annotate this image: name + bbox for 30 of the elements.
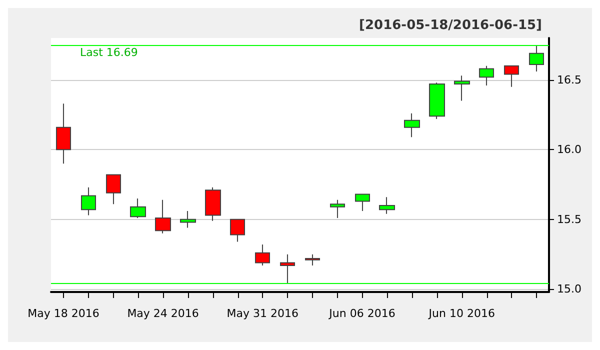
candlestick [180, 210, 196, 228]
candlestick [429, 82, 445, 120]
y-tick-label: 15.5 [557, 212, 582, 226]
candlestick [155, 199, 171, 234]
y-tick-label: 16.0 [557, 143, 582, 156]
x-tick-label: May 18 2016 [28, 307, 100, 320]
candlestick [56, 103, 71, 164]
candlestick [81, 186, 96, 216]
x-tick-label: May 31 2016 [226, 307, 299, 320]
x-tick-label: Jun 06 2016 [328, 307, 396, 320]
annotation: Last 16.69 [80, 46, 138, 59]
candlestick [205, 186, 221, 222]
candlestick [330, 199, 345, 219]
candlestick [454, 75, 470, 102]
candlestick [130, 198, 146, 219]
candlestick [255, 244, 270, 266]
x-tick-label: May 24 2016 [127, 307, 199, 320]
y-tick-label: 15.0 [557, 282, 582, 296]
candlestick [305, 254, 320, 266]
y-tick-label: 16.5 [557, 73, 582, 86]
chart-title: [2016-05-18/2016-06-15] [359, 18, 542, 33]
candlestick [355, 194, 370, 212]
x-tick-label: Jun 10 2016 [428, 307, 495, 320]
candlestick [404, 112, 420, 138]
candlestick [230, 218, 245, 242]
candlestick [280, 254, 295, 284]
candlestick [504, 65, 519, 88]
candlestick [479, 65, 494, 86]
candlestick [379, 196, 395, 214]
candlestick [106, 174, 121, 205]
